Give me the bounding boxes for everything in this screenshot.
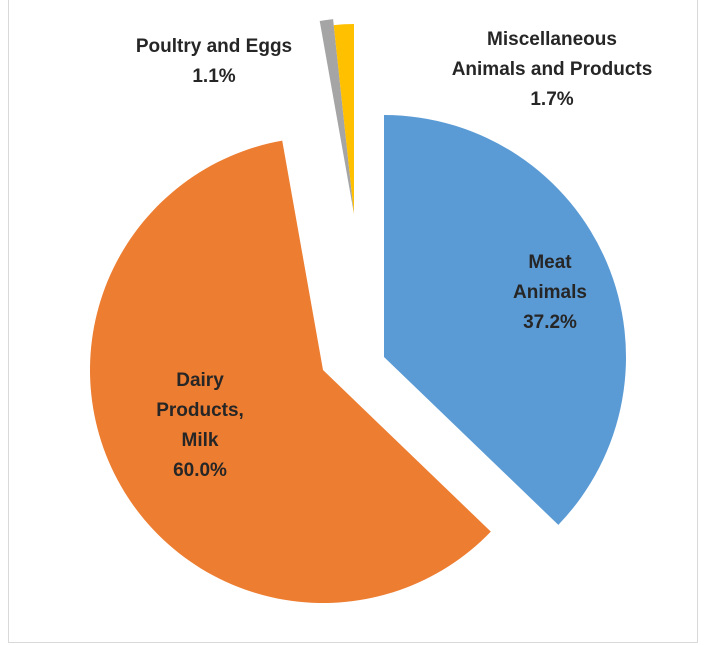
pie-slice-miscellaneous-animals-and-products bbox=[333, 24, 354, 214]
pie-slice-dairy-products-milk bbox=[89, 140, 491, 604]
data-label-dairy-products-milk: Dairy Products, Milk 60.0% bbox=[156, 370, 244, 481]
data-label-meat-animals: Meat Animals 37.2% bbox=[513, 252, 587, 333]
data-label-miscellaneous-animals-and-products: Miscellaneous Animals and Products 1.7% bbox=[452, 29, 653, 110]
pie-slice-poultry-and-eggs bbox=[319, 19, 354, 214]
pie-slice-meat-animals bbox=[384, 115, 626, 525]
data-label-poultry-and-eggs: Poultry and Eggs 1.1% bbox=[136, 36, 292, 87]
